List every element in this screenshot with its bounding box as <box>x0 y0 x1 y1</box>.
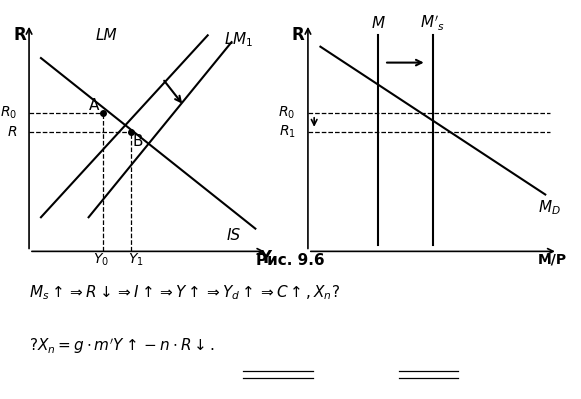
Text: $LM_1$: $LM_1$ <box>224 30 254 49</box>
Text: A: A <box>88 99 99 113</box>
Text: $R_1$: $R_1$ <box>278 124 296 140</box>
Text: IS: IS <box>227 228 241 243</box>
Text: $R_0$: $R_0$ <box>278 105 296 121</box>
Text: $Y_0$: $Y_0$ <box>92 252 109 268</box>
Text: $R$: $R$ <box>7 125 17 139</box>
Text: B: B <box>132 134 143 148</box>
Text: $M_D$: $M_D$ <box>538 199 561 217</box>
Text: $M_s\uparrow\Rightarrow R\downarrow\Rightarrow I\uparrow\Rightarrow Y\uparrow\Ri: $M_s\uparrow\Rightarrow R\downarrow\Righ… <box>28 284 340 302</box>
Text: Рис. 9.6: Рис. 9.6 <box>256 253 325 269</box>
Text: $?X_n = g \cdot m' Y\uparrow - n \cdot R\downarrow.$: $?X_n = g \cdot m' Y\uparrow - n \cdot R… <box>28 336 214 356</box>
Text: $Y_1$: $Y_1$ <box>128 252 144 268</box>
Text: M/P: M/P <box>538 253 567 267</box>
Text: LM: LM <box>96 28 117 43</box>
Text: Y: Y <box>259 249 271 267</box>
Text: $M$: $M$ <box>371 16 385 32</box>
Text: $M'_s$: $M'_s$ <box>420 14 446 33</box>
Text: $R_0$: $R_0$ <box>0 105 17 121</box>
Text: R: R <box>292 26 304 44</box>
Text: R: R <box>13 26 26 44</box>
